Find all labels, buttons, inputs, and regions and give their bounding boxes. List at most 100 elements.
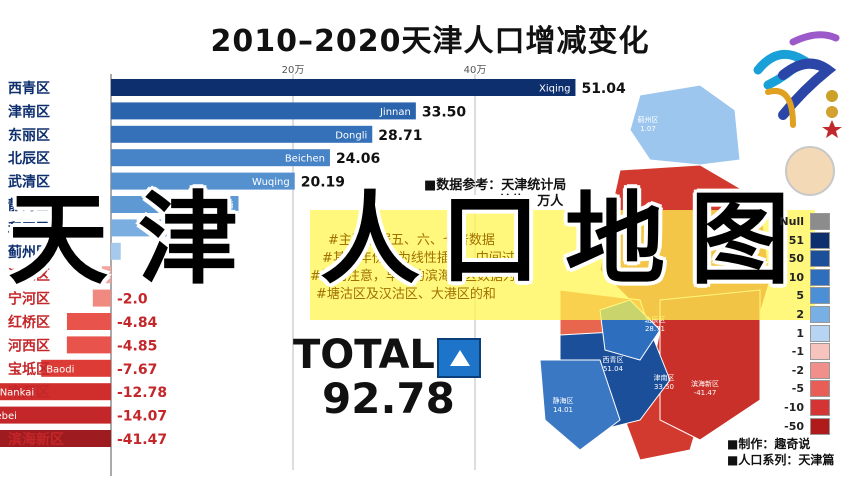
bar-inner-label: Nankai (0, 388, 34, 399)
bar-inner-label: Wuqing (252, 177, 290, 188)
legend-label: -50 (784, 419, 804, 433)
map-label-value: -41.47 (694, 389, 717, 397)
map-region (629, 84, 741, 166)
total-value: 92.78 (322, 374, 455, 423)
source-note: ■数据参考：天津统计局 (424, 178, 567, 193)
legend-label: -2 (791, 363, 804, 377)
category-label: 河东区 (8, 267, 50, 284)
bar-inner-label: Baodi (46, 364, 74, 375)
category-label: 武清区 (8, 174, 50, 191)
legend-swatch (810, 213, 830, 230)
bar (66, 313, 111, 330)
legend-swatch (810, 268, 830, 286)
legend-swatch (810, 231, 830, 249)
category-label: 西青区 (8, 80, 50, 97)
map-label-value: 28.71 (645, 325, 665, 333)
bar-inner-label: Heping (143, 224, 178, 235)
map-label-name: 蓟州区 (638, 115, 659, 124)
legend-label: 10 (788, 270, 804, 284)
legend-swatch (810, 380, 830, 398)
value-label: -4.85 (117, 338, 157, 354)
legend-label: -1 (791, 345, 804, 359)
bar (111, 125, 373, 143)
bar (41, 359, 111, 377)
map-label-name: 西青区 (603, 355, 624, 364)
value-label: -7.67 (117, 362, 157, 378)
bar-inner-label: Hebei (0, 411, 17, 422)
legend-swatch (810, 250, 830, 268)
map-region (539, 359, 621, 451)
bar (111, 242, 121, 260)
bar (101, 266, 111, 284)
value-label: 28.71 (378, 128, 422, 144)
map-label-name: 滨海新区 (691, 379, 719, 388)
note-line: #特别注意，早期的滨海新区数据为 (310, 269, 516, 284)
value-label: -14.07 (117, 409, 167, 425)
unit-note: ■单位：万人 (486, 194, 564, 209)
legend-swatch (810, 399, 830, 416)
value-label: -4.84 (117, 315, 158, 331)
category-label: 宁河区 (8, 291, 50, 308)
bar (111, 172, 295, 190)
category-label: 津南区 (8, 103, 50, 120)
category-label: 静海区 (8, 197, 50, 214)
legend-label: Null (779, 215, 804, 228)
legend-swatch (810, 417, 830, 435)
x-tick-label: 20万 (282, 65, 305, 76)
bar (0, 430, 111, 447)
banner-char: 图 (690, 181, 790, 298)
bar-inner-label: Xiqing (539, 84, 570, 95)
category-label: 和平区 (8, 221, 50, 237)
up-arrow-icon (437, 338, 481, 378)
total-label: TOTAL (293, 332, 435, 378)
banner-char: 口 (440, 181, 540, 298)
map-label-name: 静海区 (553, 396, 574, 405)
map-label-value: 14.01 (553, 406, 573, 414)
value-label: 24.06 (336, 151, 380, 167)
banner-char: 津 (138, 181, 238, 298)
category-label: 东丽区 (8, 127, 50, 144)
category-label: 河西区 (8, 337, 50, 354)
value-label: 20.19 (301, 175, 345, 191)
bar (111, 196, 239, 213)
bar (66, 336, 111, 354)
x-tick-label: 40万 (464, 65, 487, 76)
banner-char: 地 (565, 181, 665, 298)
map-label-value: 1.07 (640, 125, 656, 133)
category-label: 河北区 (8, 408, 50, 425)
avatar (785, 146, 835, 196)
legend-label: 51 (788, 233, 804, 247)
value-label: -41.47 (117, 432, 167, 448)
bar-inner-label: Beichen (285, 154, 325, 165)
legend-swatch (810, 287, 830, 305)
value-label: 51.04 (581, 81, 626, 97)
bar (111, 79, 576, 96)
value-label: -12.78 (117, 385, 167, 401)
note-line: #其余年份均为线性插值，中间过渡 (322, 251, 528, 266)
credit-line: ■制作：趣奇说 (727, 437, 811, 451)
credits: ■制作：趣奇说 ■人口系列：天津篇 (727, 436, 834, 468)
logo-icon (753, 31, 842, 138)
legend-label: -10 (784, 401, 804, 414)
category-label: 北辰区 (8, 151, 50, 167)
legend-label: 1 (796, 326, 804, 340)
map-label-value: 51.04 (603, 365, 624, 373)
value-label: 8 (190, 221, 200, 237)
bar (111, 219, 184, 237)
category-label: 蓟州区 (7, 244, 50, 261)
chart-title: 2010–2020天津人口增减变化 (210, 24, 650, 59)
note-line: #塘沽区及汉沽区、大港区的和 (316, 287, 496, 302)
category-label: 南开区 (8, 384, 50, 401)
legend-label: 50 (788, 252, 804, 266)
legend-swatch (810, 306, 830, 323)
note-line: #主要依据五、六、七普数据 (328, 233, 495, 248)
legend-label: -5 (791, 382, 804, 396)
value-label: -2.0 (117, 292, 148, 308)
legend-label: 2 (796, 308, 804, 321)
category-label: 滨海新区 (8, 431, 64, 448)
credit-line: ■人口系列：天津篇 (727, 453, 835, 467)
bar (111, 149, 330, 167)
bar (0, 406, 112, 424)
map-label-name: 北辰区 (645, 316, 666, 324)
banner-char: 天 (8, 181, 108, 298)
